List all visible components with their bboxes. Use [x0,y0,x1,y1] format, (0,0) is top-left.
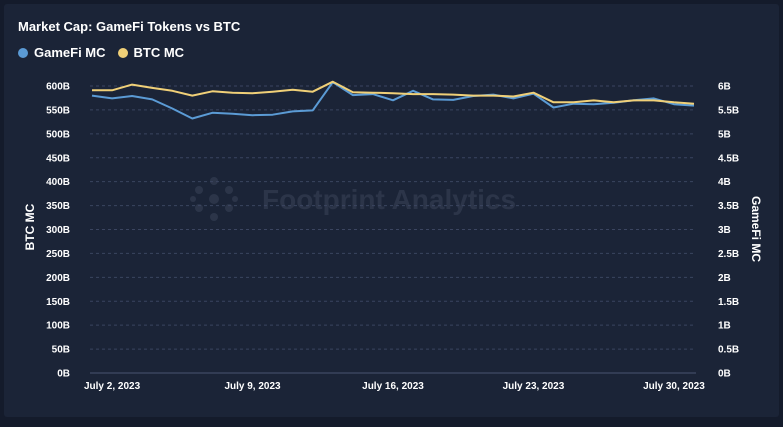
right-tick-label: 0B [718,369,731,380]
left-tick-label: 300B [46,225,70,236]
left-tick-label: 600B [46,82,70,93]
legend-label-gamefi: GameFi MC [34,45,106,60]
left-tick-label: 550B [46,105,70,116]
x-tick-label: July 16, 2023 [362,381,424,392]
right-tick-label: 4.5B [718,153,739,164]
left-axis-title: BTC MC [23,203,37,250]
right-tick-label: 5B [718,129,731,140]
left-tick-label: 250B [46,249,70,260]
legend-item-gamefi[interactable]: GameFi MC [18,45,106,60]
watermark: Footprint Analytics [190,177,516,221]
right-axis-title: GameFi MC [749,196,763,262]
right-tick-label: 1B [718,321,731,332]
right-tick-label: 1.5B [718,297,739,308]
legend-item-btc[interactable]: BTC MC [117,45,185,60]
x-tick-label: July 2, 2023 [84,381,141,392]
left-tick-label: 350B [46,201,70,212]
legend-swatch-btc [117,47,128,58]
left-tick-label: 150B [46,297,70,308]
left-tick-label: 100B [46,321,70,332]
chart-legend: GameFi MC BTC MC [18,45,184,60]
series-line-gamefi-mc [91,81,695,120]
legend-label-btc: BTC MC [133,45,185,60]
right-tick-label: 3.5B [718,201,739,212]
right-tick-label: 6B [718,82,731,93]
left-tick-label: 0B [57,369,70,380]
footprint-logo-icon [190,177,238,221]
left-tick-label: 500B [46,129,70,140]
series-line-btc-mc [92,80,695,105]
chart-card [4,4,779,417]
left-tick-label: 400B [46,177,70,188]
right-tick-label: 2B [718,273,731,284]
left-tick-label: 50B [52,345,70,356]
x-tick-label: July 23, 2023 [503,381,565,392]
left-tick-label: 450B [46,153,70,164]
right-tick-label: 0.5B [718,345,739,356]
x-tick-label: July 30, 2023 [643,381,705,392]
watermark-text: Footprint Analytics [262,184,516,215]
legend-swatch-gamefi [18,47,28,58]
right-tick-label: 5.5B [718,105,739,116]
right-tick-label: 3B [718,225,731,236]
x-tick-label: July 9, 2023 [224,381,281,392]
chart-title: Market Cap: GameFi Tokens vs BTC [18,19,241,34]
right-tick-label: 2.5B [718,249,739,260]
left-tick-label: 200B [46,273,70,284]
right-tick-label: 4B [718,177,731,188]
